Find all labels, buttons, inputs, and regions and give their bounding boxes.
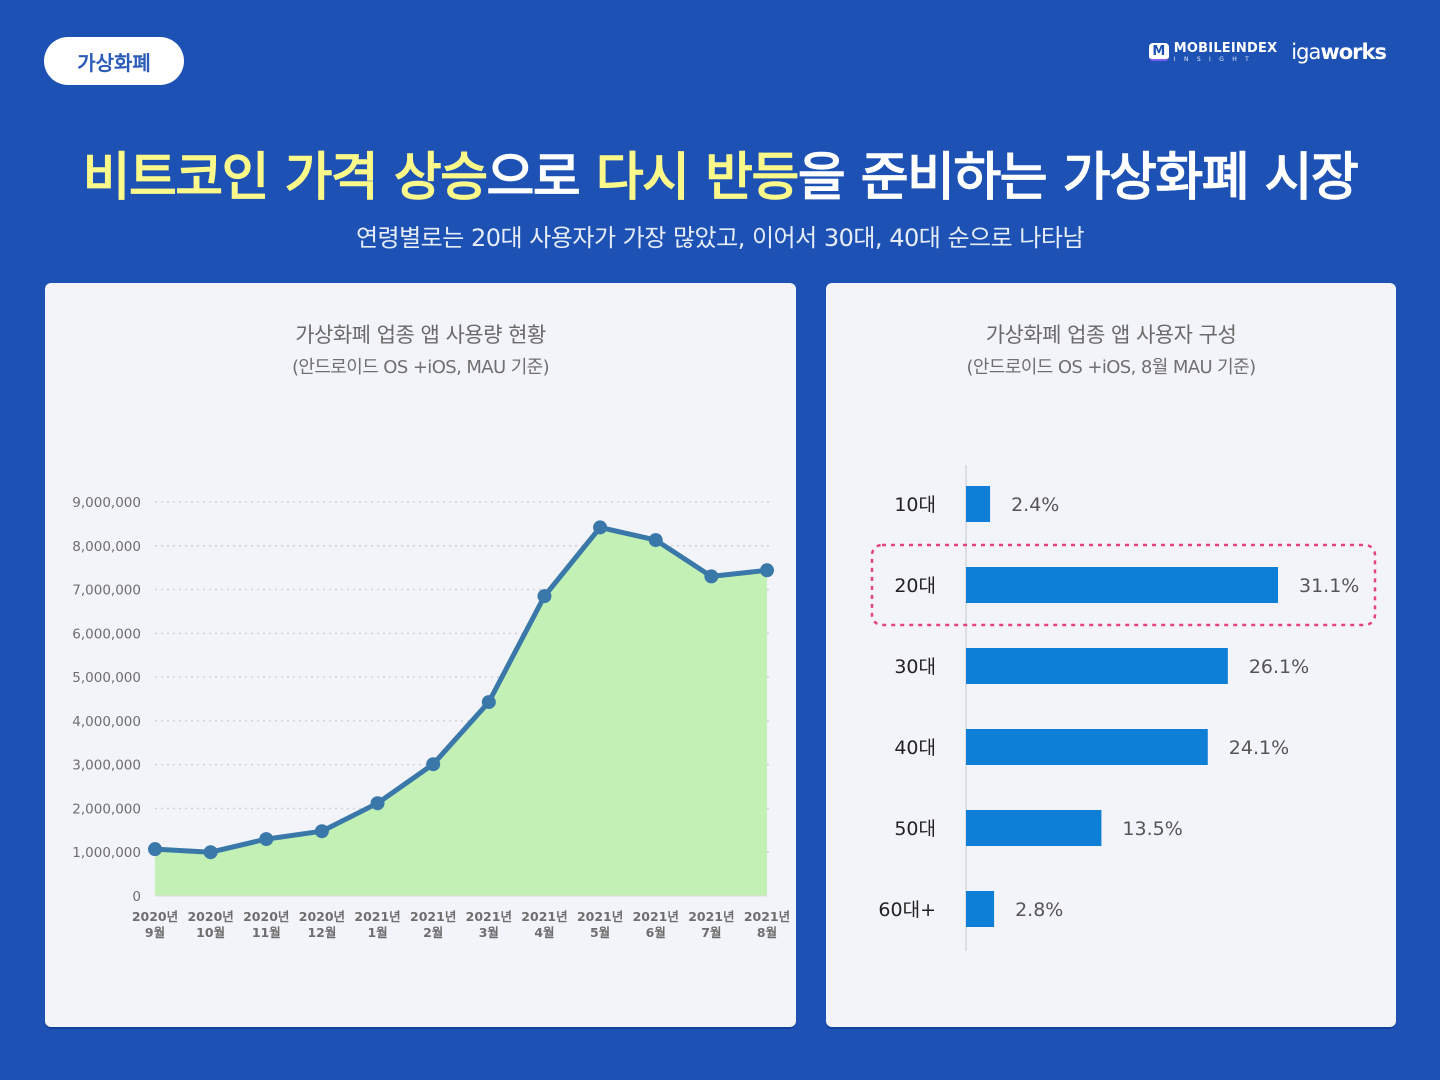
- y-tick-label: 0: [132, 889, 141, 905]
- bar: [966, 891, 995, 927]
- x-tick-label-month: 11월: [252, 925, 281, 940]
- x-tick-label-year: 2020년: [187, 909, 233, 924]
- age-chart-subtitle: (안드로이드 OS +iOS, 8월 MAU 기준): [966, 357, 1257, 378]
- x-tick-label-month: 12월: [307, 925, 336, 940]
- mobileindex-sub: INSIGHT: [1173, 55, 1258, 63]
- bar: [966, 729, 1208, 765]
- x-tick-label-month: 1월: [367, 925, 387, 940]
- series-line: [154, 524, 768, 855]
- usage-chart-title: 가상화폐 업종 앱 사용량 현황: [295, 323, 546, 347]
- mobileindex-name: MOBILEINDEX: [1173, 40, 1278, 56]
- category-label: 20대: [894, 575, 936, 597]
- data-point: [760, 563, 774, 578]
- value-label: 26.1%: [1249, 656, 1309, 678]
- y-tick-label: 1,000,000: [72, 845, 141, 861]
- data-point: [203, 845, 218, 860]
- category-label: 10대: [894, 494, 936, 516]
- x-tick-label-month: 9월: [145, 925, 165, 940]
- headline-part-2: 으로: [486, 148, 596, 208]
- category-tag: 가상화폐: [44, 37, 184, 85]
- x-tick-label-month: 6월: [646, 925, 666, 940]
- area-fill: [155, 527, 767, 896]
- x-tick-label-year: 2021년: [521, 909, 567, 924]
- y-tick-label: 7,000,000: [72, 583, 141, 599]
- headline-part-1: 비트코인 가격 상승: [82, 148, 488, 208]
- data-point: [537, 589, 552, 604]
- x-tick-label-month: 7월: [701, 925, 721, 940]
- bar: [966, 486, 991, 522]
- value-label: 24.1%: [1229, 737, 1289, 759]
- x-tick-label-year: 2021년: [354, 909, 400, 924]
- subheadline: 연령별로는 20대 사용자가 가장 많았고, 이어서 30대, 40대 순으로 …: [355, 224, 1085, 252]
- y-tick-label: 2,000,000: [72, 801, 141, 817]
- y-tick-label: 4,000,000: [72, 714, 141, 730]
- y-tick-label: 8,000,000: [72, 539, 141, 555]
- y-tick-label: 6,000,000: [72, 626, 141, 642]
- data-point: [593, 520, 608, 535]
- value-label: 13.5%: [1122, 818, 1182, 840]
- brand-logos: M MOBILEINDEX INSIGHT igaworks: [1148, 40, 1387, 64]
- data-point: [314, 824, 329, 839]
- igaworks-logo-bold: works: [1320, 40, 1387, 64]
- x-tick-label-month: 2월: [423, 925, 443, 940]
- headline-part-4: 을 준비하는 가상화폐 시장: [797, 148, 1359, 208]
- age-bar-chart: 10대 2.4% 20대 31.1% 30대 26.1% 40대 24.1% 50대 13.5% 6…: [870, 465, 1377, 951]
- value-label: 31.1%: [1299, 575, 1359, 597]
- x-tick-label-year: 2020년: [299, 909, 345, 924]
- y-tick-label: 9,000,000: [72, 495, 141, 511]
- headline: 비트코인 가격 상승으로 다시 반등을 준비하는 가상화폐 시장: [0, 135, 1440, 210]
- headline-part-3: 다시 반등: [595, 148, 799, 208]
- age-chart-card: 가상화폐 업종 앱 사용자 구성 (안드로이드 OS +iOS, 8월 MAU …: [826, 283, 1396, 1027]
- x-tick-label-month: 10월: [196, 925, 225, 940]
- data-point: [426, 757, 441, 772]
- data-point: [648, 533, 663, 548]
- x-tick-label-year: 2021년: [466, 909, 512, 924]
- x-tick-label-year: 2020년: [243, 909, 289, 924]
- x-tick-label-year: 2021년: [688, 909, 734, 924]
- data-point: [481, 695, 496, 710]
- data-point: [259, 832, 274, 847]
- category-label: 60대+: [878, 899, 936, 921]
- y-tick-label: 3,000,000: [72, 758, 141, 774]
- x-tick-label-year: 2020년: [132, 909, 178, 924]
- usage-chart-subtitle: (안드로이드 OS +iOS, MAU 기준): [291, 357, 550, 378]
- bar: [966, 567, 1278, 603]
- category-label: 30대: [894, 656, 936, 678]
- age-chart-title: 가상화폐 업종 앱 사용자 구성: [985, 323, 1237, 347]
- igaworks-logo: igaworks: [1291, 40, 1387, 64]
- x-tick-label-month: 8월: [757, 925, 777, 940]
- x-tick-label-month: 5월: [590, 925, 610, 940]
- category-label: 50대: [894, 818, 936, 840]
- x-tick-label-year: 2021년: [577, 909, 623, 924]
- bar: [966, 810, 1102, 846]
- category-label: 40대: [894, 737, 936, 759]
- mobileindex-mark-icon: M: [1148, 43, 1169, 61]
- usage-chart-card: 가상화폐 업종 앱 사용량 현황 (안드로이드 OS +iOS, MAU 기준)…: [45, 283, 796, 1027]
- x-tick-label-year: 2021년: [633, 909, 679, 924]
- x-tick-label-month: 4월: [534, 925, 554, 940]
- data-point: [148, 842, 162, 857]
- value-label: 2.8%: [1015, 899, 1063, 921]
- data-point: [704, 569, 719, 584]
- mobileindex-logo: M MOBILEINDEX INSIGHT: [1148, 40, 1278, 63]
- value-label: 2.4%: [1011, 494, 1059, 516]
- data-point: [370, 796, 385, 811]
- bar: [966, 648, 1228, 684]
- x-tick-label-month: 3월: [479, 925, 499, 940]
- y-tick-label: 5,000,000: [72, 670, 141, 686]
- usage-area-chart: 0 1,000,000 2,000,000 3,000,000 4,000,000 5,0…: [72, 495, 790, 940]
- x-tick-label-year: 2021년: [744, 909, 790, 924]
- igaworks-logo-light: iga: [1291, 40, 1321, 64]
- x-tick-label-year: 2021년: [410, 909, 456, 924]
